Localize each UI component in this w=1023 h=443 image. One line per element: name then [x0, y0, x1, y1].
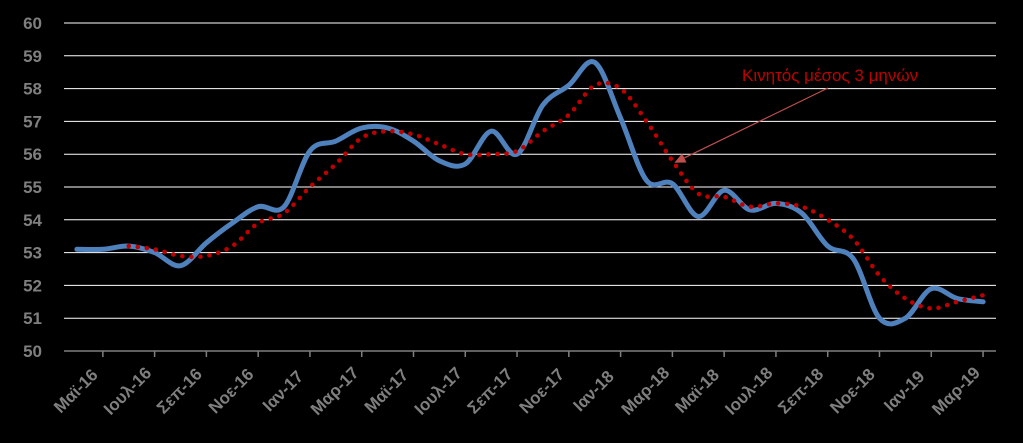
x-tick-label: Ιαν-17 — [259, 367, 307, 415]
x-tick-label: Ιαν-18 — [570, 367, 618, 415]
y-tick-label: 52 — [23, 276, 42, 295]
x-tick-label: Ιουλ-17 — [411, 363, 466, 418]
annotation: Κινητός μέσος 3 μηνών — [674, 66, 918, 163]
x-tick-label: Μαϊ-18 — [671, 365, 723, 417]
x-tick-label: Ιαν-19 — [880, 367, 928, 415]
x-tick-label: Νοε-17 — [516, 365, 569, 418]
y-tick-label: 59 — [23, 47, 42, 66]
y-tick-label: 60 — [23, 14, 42, 33]
annotation-arrow — [684, 87, 829, 159]
x-tick-label: Σεπ-16 — [153, 365, 206, 418]
x-tick-label: Νοε-18 — [826, 365, 879, 418]
x-tick-label: Μαρ-19 — [928, 363, 984, 419]
x-tick-label: Ιουλ-18 — [721, 363, 776, 418]
x-tick-label: Ιουλ-16 — [100, 363, 155, 418]
series-line-moving-average — [126, 80, 986, 311]
series-lines — [74, 59, 986, 327]
y-tick-label: 57 — [23, 112, 42, 131]
annotation-arrow-head — [674, 153, 687, 163]
x-tick-label: Σεπ-17 — [464, 365, 517, 418]
series-line-index — [74, 59, 986, 327]
x-tick-label: Σεπ-18 — [774, 365, 827, 418]
x-tick-label: Μαρ-18 — [618, 363, 674, 419]
x-tick-label: Μαϊ-16 — [50, 365, 102, 417]
y-tick-label: 54 — [23, 211, 42, 230]
y-tick-label: 53 — [23, 244, 42, 263]
annotation-label: Κινητός μέσος 3 μηνών — [742, 66, 918, 85]
y-tick-label: 55 — [23, 178, 42, 197]
x-tick-label: Νοε-16 — [205, 365, 258, 418]
x-tick-label: Μαϊ-17 — [361, 365, 413, 417]
y-tick-label: 56 — [23, 145, 42, 164]
x-tick-label: Μαρ-17 — [307, 363, 363, 419]
y-tick-label: 51 — [23, 309, 42, 328]
y-tick-label: 50 — [23, 342, 42, 361]
y-tick-label: 58 — [23, 80, 42, 99]
y-axis-tick-labels: 50 51 52 53 54 55 56 57 58 59 60 — [23, 14, 42, 361]
